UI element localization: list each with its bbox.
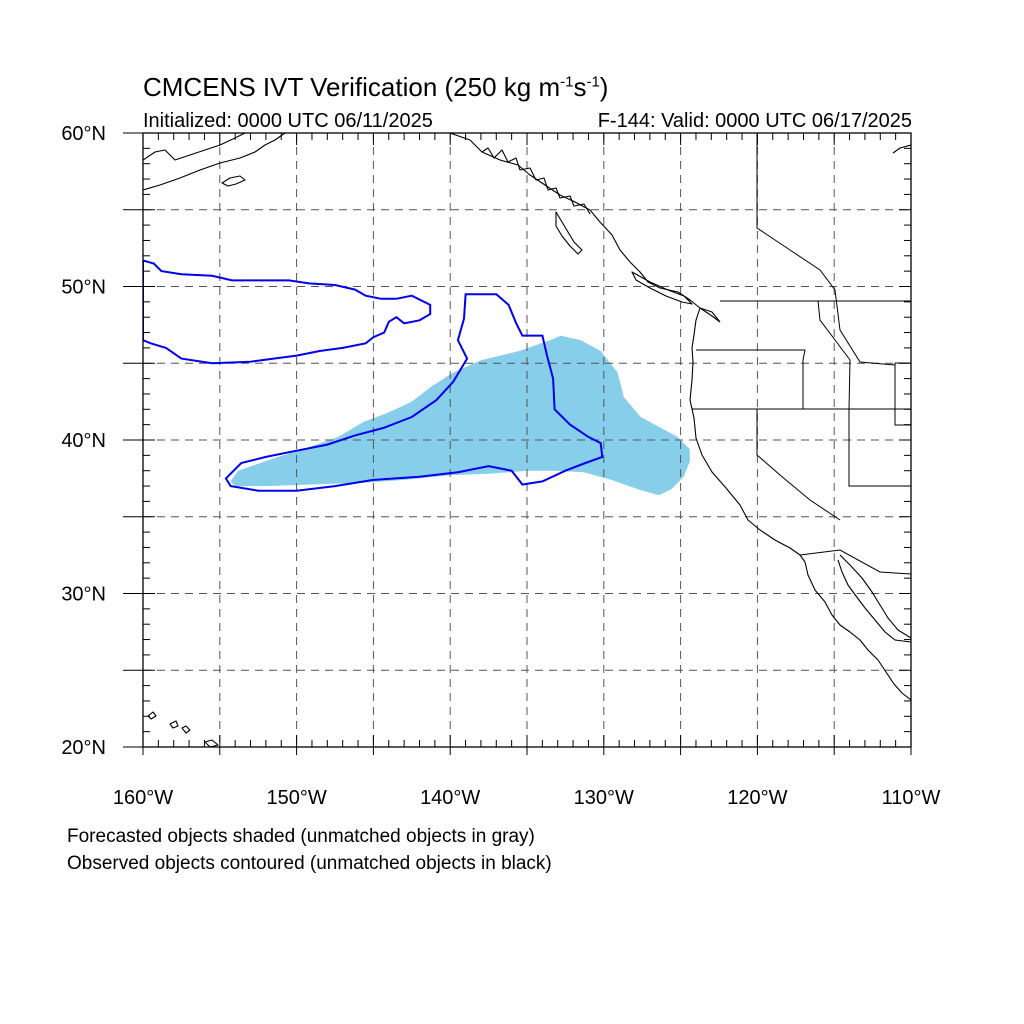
lon-label: 140°W [420, 787, 480, 809]
coastline-hudson-top [892, 144, 911, 154]
border-wa-or [696, 349, 806, 409]
valid-time: F-144: Valid: 0000 UTC 06/17/2025 [597, 110, 912, 132]
island-hawaii-3 [181, 725, 191, 734]
border-mt-interior [756, 133, 896, 366]
plot-title: CMCENS IVT Verification (250 kg m-1s-1) [143, 72, 608, 103]
island-hawaii-1 [147, 711, 157, 720]
lat-label: 40°N [61, 430, 106, 452]
title-exponent-1: -1 [560, 73, 574, 91]
coastline-mexico-mainland [839, 554, 911, 639]
observed-contour-0 [143, 259, 432, 365]
coastline-baja-west [804, 561, 911, 701]
island-hawaii-4 [204, 739, 219, 747]
border-ca-nv [756, 409, 841, 521]
island-vancouver [631, 271, 693, 305]
lon-label: 110°W [882, 787, 941, 809]
lon-label: 150°W [266, 787, 326, 809]
coastline-alaska-west [143, 133, 246, 161]
lon-label: 120°W [727, 787, 787, 809]
title-exponent-2: -1 [586, 73, 600, 91]
border-us-mexico [799, 549, 911, 575]
lat-label: 20°N [61, 737, 106, 759]
coastline-alaska-south [143, 133, 286, 191]
island-haida-gwaii [555, 211, 583, 255]
observed-contour-1 [224, 293, 604, 492]
lat-label: 30°N [61, 584, 106, 606]
title-mid: s [573, 72, 587, 102]
lon-label: 130°W [574, 787, 634, 809]
title-main: CMCENS IVT Verification (250 kg m [143, 72, 561, 102]
footnote-forecast: Forecasted objects shaded (unmatched obj… [67, 826, 535, 847]
lon-label: 160°W [113, 787, 173, 809]
border-id-east [817, 300, 851, 410]
lat-label: 60°N [61, 123, 106, 145]
lat-label: 50°N [61, 277, 106, 299]
coastline-us-west [689, 307, 806, 563]
initialized-time: Initialized: 0000 UTC 06/11/2025 [143, 110, 433, 132]
coastline-bc-fjords [481, 147, 591, 215]
island-hawaii-2 [169, 720, 179, 729]
title-close: ) [599, 72, 609, 102]
border-nv-ut [848, 409, 911, 487]
footnote-observed: Observed objects contoured (unmatched ob… [67, 853, 552, 874]
island-kodiak [221, 175, 246, 187]
coastline-baja-east [837, 559, 911, 643]
forecast-object [230, 335, 690, 496]
